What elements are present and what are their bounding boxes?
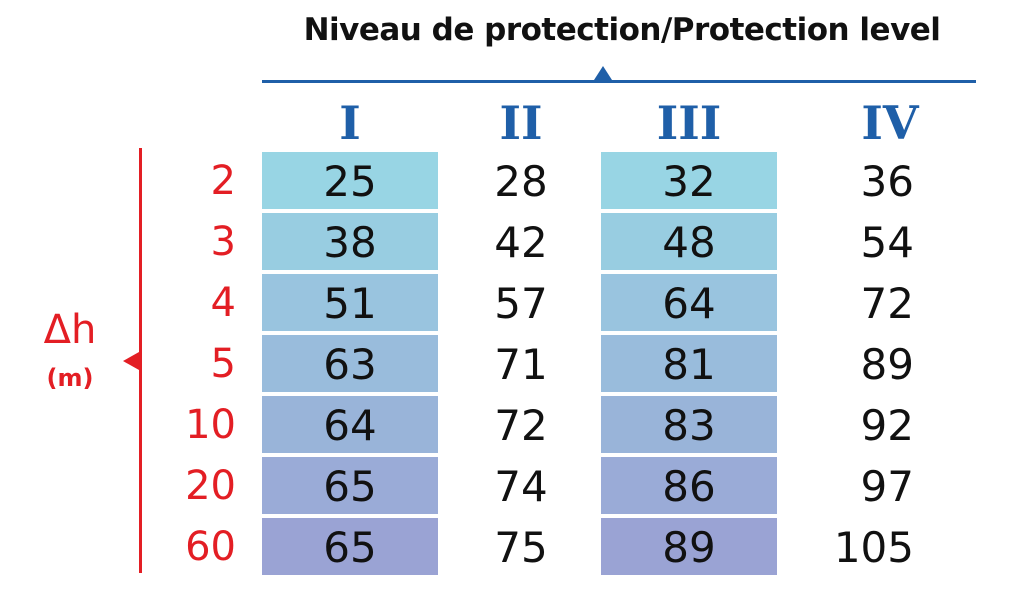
table-cell: 72	[494, 401, 548, 450]
table-cell: 64	[262, 396, 438, 453]
delta-h-label: Δh	[43, 307, 97, 353]
row-label-dh: 4	[210, 280, 236, 326]
column-header-ii: II	[499, 96, 543, 150]
table-cell: 71	[494, 340, 548, 389]
table-cell: 25	[262, 152, 438, 209]
row-label-dh: 60	[185, 524, 236, 570]
delta-h-arrow-icon	[123, 352, 139, 370]
column-header-iv: IV	[861, 96, 919, 150]
table-cell: 83	[601, 396, 777, 453]
table-cell: 57	[494, 279, 548, 328]
table-cell: 51	[262, 274, 438, 331]
table-cell: 63	[262, 335, 438, 392]
table-cell: 64	[601, 274, 777, 331]
row-label-dh: 2	[210, 158, 236, 204]
row-label-dh: 10	[185, 402, 236, 448]
row-label-dh: 20	[185, 463, 236, 509]
chart-title: Niveau de protection/Protection level	[303, 12, 941, 48]
table-cell: 86	[601, 457, 777, 514]
table-cell: 36	[860, 157, 914, 206]
table-cell: 65	[262, 457, 438, 514]
column-header-iii: III	[656, 96, 722, 150]
row-label-dh: 5	[210, 341, 236, 387]
table-cell: 65	[262, 518, 438, 575]
table-cell: 92	[860, 401, 914, 450]
table-cell: 28	[494, 157, 548, 206]
table-cell: 89	[601, 518, 777, 575]
table-cell: 32	[601, 152, 777, 209]
table-cell: 48	[601, 213, 777, 270]
table-cell: 105	[833, 523, 914, 572]
table-cell: 72	[860, 279, 914, 328]
table-cell: 54	[860, 218, 914, 267]
protection-level-arrow-icon	[594, 66, 612, 80]
delta-h-unit: (m)	[46, 364, 94, 392]
table-cell: 97	[860, 462, 914, 511]
table-cell: 42	[494, 218, 548, 267]
table-cell: 74	[494, 462, 548, 511]
table-cell: 89	[860, 340, 914, 389]
row-label-dh: 3	[210, 219, 236, 265]
protection-level-axis	[262, 80, 976, 83]
table-cell: 75	[494, 523, 548, 572]
delta-h-axis	[139, 148, 142, 573]
table-cell: 81	[601, 335, 777, 392]
table-cell: 38	[262, 213, 438, 270]
column-header-i: I	[339, 96, 361, 150]
